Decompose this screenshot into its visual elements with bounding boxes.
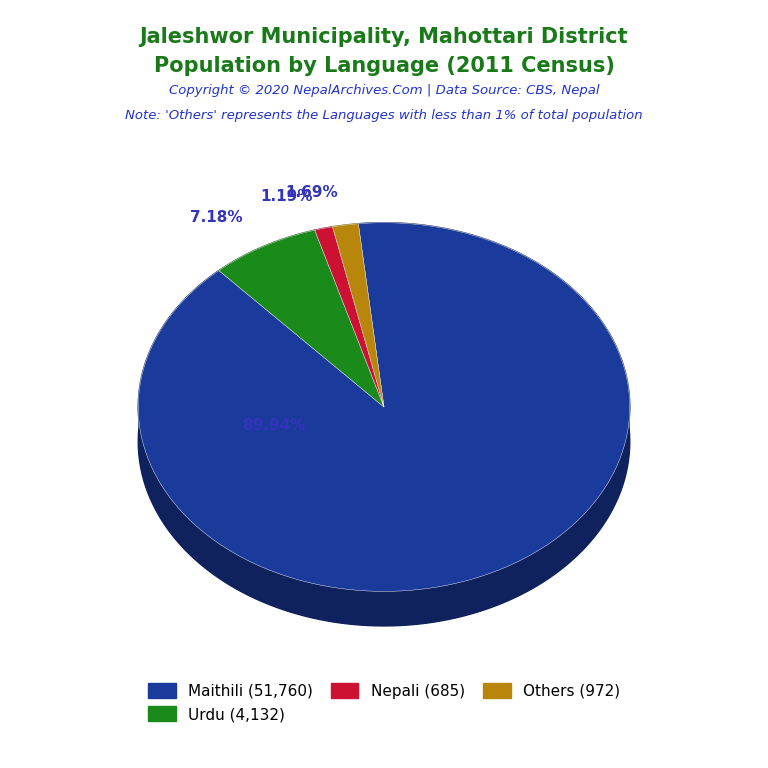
Text: 7.18%: 7.18%: [190, 210, 242, 225]
Polygon shape: [315, 227, 333, 265]
Text: Population by Language (2011 Census): Population by Language (2011 Census): [154, 56, 614, 76]
Text: 89.94%: 89.94%: [242, 418, 305, 433]
Polygon shape: [333, 223, 359, 261]
Text: Copyright © 2020 NepalArchives.Com | Data Source: CBS, Nepal: Copyright © 2020 NepalArchives.Com | Dat…: [169, 84, 599, 98]
Polygon shape: [138, 223, 630, 591]
Polygon shape: [219, 230, 315, 305]
Text: 1.19%: 1.19%: [260, 189, 313, 204]
Polygon shape: [219, 230, 384, 407]
Polygon shape: [315, 227, 384, 407]
Text: Jaleshwor Municipality, Mahottari District: Jaleshwor Municipality, Mahottari Distri…: [140, 27, 628, 47]
Text: 1.69%: 1.69%: [286, 185, 339, 200]
Ellipse shape: [138, 257, 630, 626]
Polygon shape: [138, 223, 630, 626]
Polygon shape: [333, 223, 384, 407]
Legend: Maithili (51,760), Urdu (4,132), Nepali (685), Others (972): Maithili (51,760), Urdu (4,132), Nepali …: [141, 676, 627, 730]
Text: Note: 'Others' represents the Languages with less than 1% of total population: Note: 'Others' represents the Languages …: [125, 109, 643, 122]
